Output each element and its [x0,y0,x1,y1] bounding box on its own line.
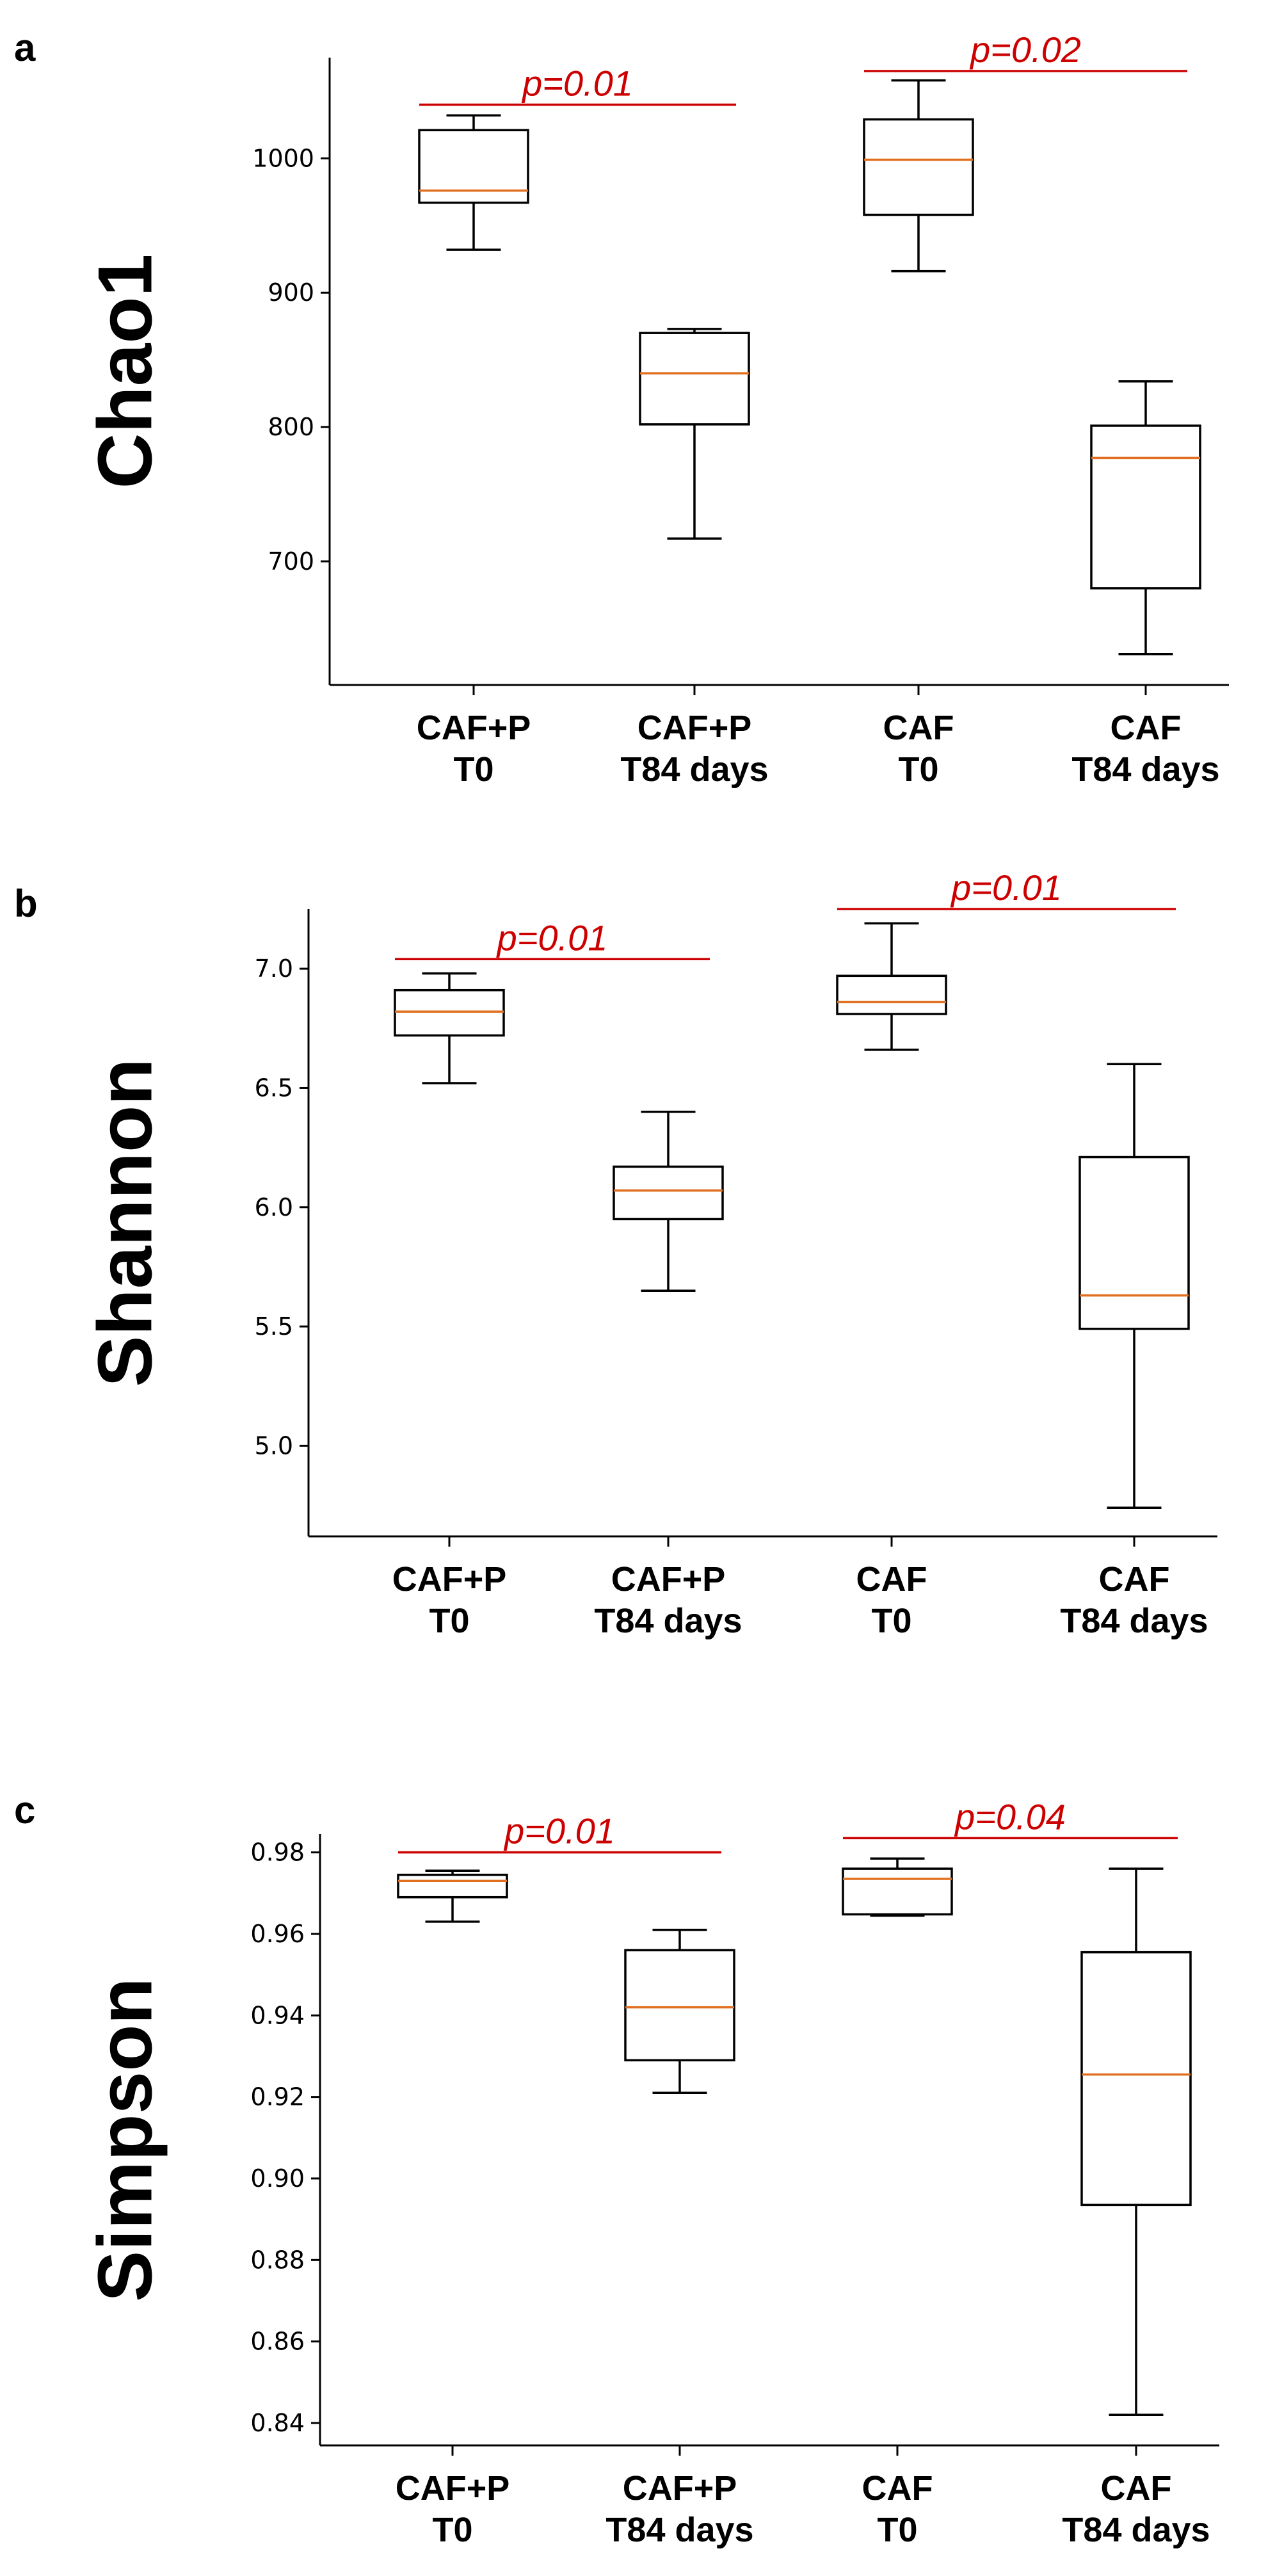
x-tick-label-line2: T84 days [594,1602,742,1640]
p-value-label: p=0.01 [950,867,1062,908]
box-iqr [397,1873,508,1899]
p-value-label: p=0.04 [954,1796,1066,1837]
p-value-label: p=0.01 [503,1811,615,1851]
y-tick-label: 0.90 [250,2164,305,2193]
x-tick-label-line1: CAF [883,709,954,747]
x-tick-label-line1: CAF [856,1560,927,1598]
y-tick-label: 900 [268,278,314,307]
y-tick-label: 5.0 [255,1431,293,1460]
y-tick-label: 1000 [252,144,314,172]
x-tick-label-line2: T84 days [1060,1602,1208,1640]
panel-letter: c [14,1789,35,1831]
x-tick-label-line2: T0 [877,2511,917,2549]
p-value-label: p=0.01 [496,917,608,958]
y-tick-label: 0.84 [250,2409,305,2437]
box-iqr [863,118,974,216]
x-tick-label-line1: CAF+P [638,709,752,747]
y-axis-label: Chao1 [83,254,168,489]
y-tick-label: 0.92 [250,2083,305,2111]
y-tick-label: 0.88 [250,2246,305,2274]
y-tick-label: 0.96 [250,1920,305,1948]
box-iqr [1090,424,1201,590]
y-tick-label: 0.98 [250,1839,305,1867]
y-tick-label: 5.5 [255,1312,293,1340]
x-tick-label-line1: CAF [1101,2469,1172,2508]
x-tick-label-line1: CAF+P [611,1560,726,1598]
box-iqr [624,1949,735,2062]
x-tick-label-line1: CAF+P [396,2469,510,2508]
y-tick-label: 800 [268,413,314,441]
x-tick-label-line1: CAF [1099,1560,1170,1598]
x-tick-label-line2: T84 days [605,2511,753,2549]
box-iqr [613,1165,724,1221]
x-tick-label-line2: T84 days [1071,750,1219,789]
box-iqr [639,332,750,426]
y-axis-label: Shannon [83,1058,168,1387]
x-tick-label-line1: CAF [1111,709,1182,747]
y-axis-label: Simpson [83,1977,168,2302]
panel-letter: b [14,882,38,925]
y-tick-label: 0.86 [250,2328,305,2356]
x-tick-label-line2: T0 [432,2511,472,2549]
x-tick-label-line2: T84 days [620,750,768,789]
x-tick-label-line2: T84 days [1062,2511,1210,2549]
y-tick-label: 700 [268,547,314,576]
x-tick-label-line1: CAF+P [417,709,531,747]
x-tick-label-line1: CAF [862,2469,933,2508]
y-tick-label: 0.94 [250,2001,305,2029]
x-tick-label-line2: T0 [871,1602,911,1640]
y-tick-label: 6.0 [255,1193,293,1221]
box-iqr [1080,1951,1192,2207]
box-iqr [836,974,947,1015]
box-iqr [1079,1155,1190,1330]
panel-letter: a [14,26,36,69]
x-tick-label-line1: CAF+P [392,1560,507,1598]
p-value-label: p=0.02 [969,29,1081,70]
x-tick-label-line1: CAF+P [623,2469,737,2508]
x-tick-label-line2: T0 [898,750,938,789]
x-tick-label-line2: T0 [453,750,493,789]
y-tick-label: 7.0 [255,954,293,983]
p-value-label: p=0.01 [521,63,633,103]
y-tick-label: 6.5 [255,1074,293,1102]
box-iqr [394,988,505,1037]
box-iqr [842,1867,953,1916]
box-iqr [418,129,529,204]
x-tick-label-line2: T0 [429,1602,469,1640]
